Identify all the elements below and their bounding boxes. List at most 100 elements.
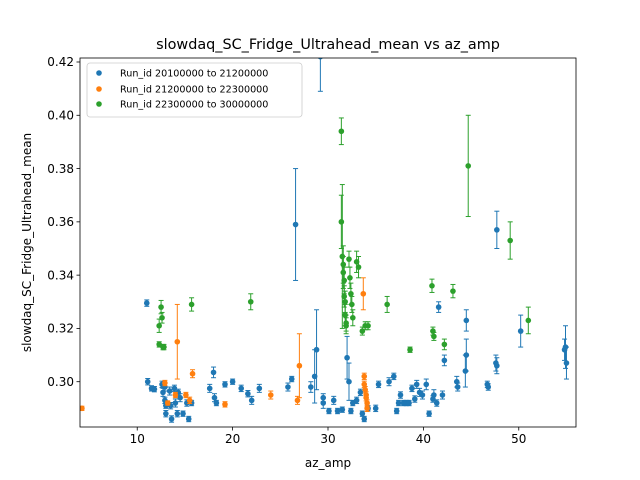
data-point bbox=[164, 400, 171, 406]
data-point bbox=[161, 344, 167, 350]
data-point bbox=[341, 277, 348, 284]
data-point bbox=[429, 282, 435, 289]
legend: Run_id 20100000 to 21200000 Run_id 21200… bbox=[86, 62, 303, 118]
y-tick-label: 0.30 bbox=[47, 375, 74, 389]
axes-layer: 10 20 30 40 50 0.30 0.32 0.34 0.36 0.38 0.40 0.42 bbox=[47, 55, 526, 446]
data-point bbox=[433, 400, 440, 406]
data-point bbox=[363, 394, 369, 401]
data-point bbox=[507, 237, 513, 244]
data-point bbox=[525, 317, 532, 324]
data-point bbox=[431, 392, 437, 398]
y-tick-label: 0.32 bbox=[47, 322, 74, 336]
data-point bbox=[364, 405, 370, 412]
data-point bbox=[465, 163, 472, 169]
data-point bbox=[419, 392, 426, 398]
data-point bbox=[222, 401, 228, 408]
data-point bbox=[256, 385, 263, 392]
data-point bbox=[180, 410, 186, 417]
data-point bbox=[308, 384, 314, 390]
legend-box bbox=[86, 62, 303, 118]
data-point bbox=[441, 341, 448, 348]
data-point bbox=[359, 328, 366, 334]
data-point bbox=[407, 346, 413, 353]
data-point bbox=[485, 384, 492, 390]
data-point bbox=[166, 388, 173, 394]
data-point bbox=[238, 385, 244, 392]
x-tick-label: 30 bbox=[320, 432, 335, 446]
data-point bbox=[365, 322, 371, 329]
data-point bbox=[353, 259, 360, 265]
y-tick-label: 0.42 bbox=[47, 55, 74, 69]
data-layer bbox=[80, 58, 570, 423]
legend-label-series-2: Run_id 21200000 to 22300000 bbox=[120, 85, 268, 96]
data-point bbox=[245, 390, 251, 397]
data-point bbox=[364, 400, 370, 406]
data-point bbox=[395, 400, 402, 406]
data-point bbox=[412, 396, 418, 402]
data-point bbox=[247, 298, 254, 305]
legend-marker-series-2 bbox=[96, 86, 102, 92]
data-point bbox=[494, 362, 500, 369]
data-point bbox=[80, 405, 85, 412]
data-point bbox=[375, 381, 382, 388]
data-point bbox=[355, 264, 362, 270]
data-point bbox=[330, 397, 337, 404]
data-point bbox=[348, 408, 354, 414]
y-axis-label: slowdaq_SC_Fridge_Ultrahead_mean bbox=[20, 133, 34, 352]
legend-marker-series-1 bbox=[96, 70, 102, 76]
data-point bbox=[162, 380, 168, 386]
data-point bbox=[361, 381, 368, 388]
data-point bbox=[431, 333, 437, 340]
data-point bbox=[450, 288, 456, 294]
legend-label-series-3: Run_id 22300000 to 30000000 bbox=[120, 100, 268, 111]
data-point bbox=[163, 410, 169, 417]
data-point bbox=[326, 408, 332, 414]
data-point bbox=[397, 392, 404, 398]
data-point bbox=[362, 386, 369, 393]
data-point bbox=[222, 381, 228, 388]
data-point bbox=[143, 300, 150, 306]
data-point bbox=[384, 301, 390, 308]
series-2 bbox=[80, 277, 370, 413]
data-point bbox=[344, 354, 350, 361]
data-point bbox=[177, 394, 183, 401]
plot-area bbox=[80, 58, 576, 427]
data-point bbox=[206, 385, 213, 392]
data-point bbox=[171, 385, 178, 392]
data-point bbox=[186, 397, 193, 404]
data-point bbox=[346, 378, 352, 385]
plot-frame bbox=[79, 57, 577, 428]
data-point bbox=[158, 304, 164, 310]
data-point bbox=[311, 373, 318, 380]
data-point bbox=[144, 378, 151, 385]
y-tick-label: 0.36 bbox=[47, 215, 74, 229]
data-point bbox=[423, 381, 430, 388]
data-point bbox=[350, 314, 356, 321]
data-point bbox=[413, 381, 420, 388]
legend-marker-series-3 bbox=[96, 101, 102, 107]
x-axis-label: az_amp bbox=[305, 456, 351, 470]
data-point bbox=[320, 394, 327, 401]
data-point bbox=[393, 408, 400, 414]
data-point bbox=[248, 397, 255, 404]
data-point bbox=[439, 392, 446, 398]
data-point bbox=[463, 317, 470, 324]
data-point bbox=[159, 314, 165, 321]
data-point bbox=[347, 275, 353, 281]
data-point bbox=[372, 405, 379, 412]
series-1 bbox=[143, 58, 570, 423]
data-point bbox=[213, 400, 220, 406]
data-point bbox=[391, 373, 397, 380]
data-point bbox=[348, 290, 354, 297]
data-point bbox=[211, 394, 218, 401]
x-tick-label: 50 bbox=[511, 432, 526, 446]
legend-label-series-1: Run_id 20100000 to 21200000 bbox=[120, 69, 268, 80]
data-point bbox=[353, 397, 360, 404]
data-point bbox=[361, 416, 368, 422]
data-point bbox=[341, 293, 348, 300]
data-point bbox=[563, 360, 570, 366]
data-point bbox=[313, 346, 320, 353]
data-point bbox=[172, 392, 179, 398]
data-point bbox=[292, 221, 299, 228]
